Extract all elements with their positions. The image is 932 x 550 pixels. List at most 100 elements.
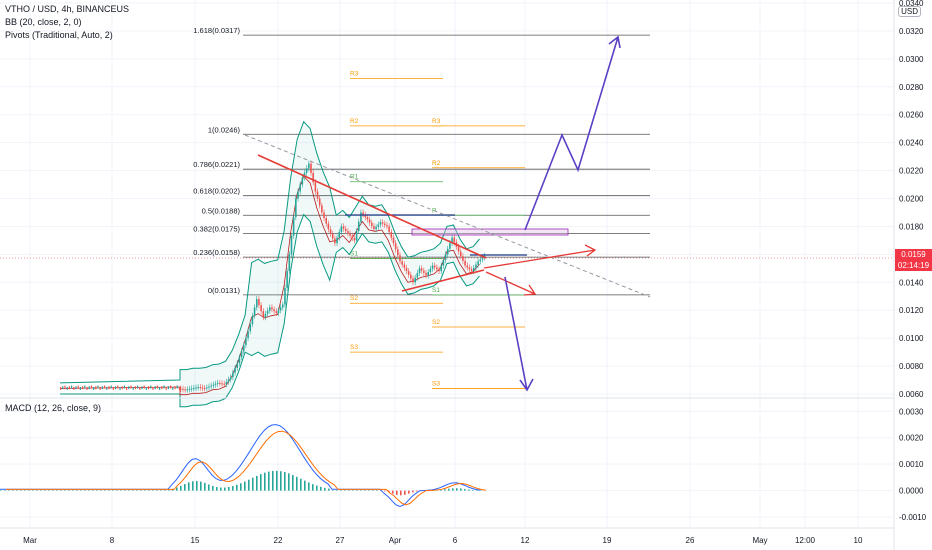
candle-body xyxy=(314,182,317,192)
candle-body xyxy=(349,233,351,236)
macd-histogram-bar xyxy=(0,490,2,491)
candle xyxy=(115,386,117,390)
macd-histogram-bar xyxy=(236,484,238,491)
candle-body xyxy=(444,254,447,260)
pivot-label: S3 xyxy=(350,344,358,351)
time-tick-label: 6 xyxy=(453,536,458,545)
candle-body xyxy=(225,381,228,385)
time-axis[interactable]: Mar 8 15 22 27 Apr 6 12 19 26 May 12:00 10 xyxy=(0,527,894,545)
candle xyxy=(106,386,108,390)
candle xyxy=(139,386,141,390)
macd-histogram-bar xyxy=(76,490,78,491)
candle-body xyxy=(219,382,221,384)
candle-body xyxy=(366,217,369,220)
candle xyxy=(132,386,134,390)
pivots-legend[interactable]: Pivots (Traditional, Auto, 2) xyxy=(5,30,113,40)
time-tick-label: 26 xyxy=(686,536,695,545)
macd-histogram-bar xyxy=(284,472,286,491)
candle-body xyxy=(401,261,403,265)
candle-body xyxy=(268,307,271,311)
candle xyxy=(165,386,167,390)
macd-histogram-bar xyxy=(60,490,62,491)
bearish-projection xyxy=(504,276,534,392)
candle-body xyxy=(229,377,232,380)
macd-histogram-bar xyxy=(300,478,302,491)
pivot-label: R3 xyxy=(350,70,359,77)
candle xyxy=(148,386,150,390)
price-tick-label: 0.0060 xyxy=(899,390,924,399)
time-tick-label: 22 xyxy=(274,536,283,545)
candle-body xyxy=(249,324,252,332)
price-tick-label: 0.0140 xyxy=(899,278,924,287)
pivot-label: S1 xyxy=(432,287,440,294)
candle-body xyxy=(381,222,384,224)
candle-body xyxy=(427,272,430,276)
pivot-label: S3 xyxy=(432,380,440,387)
candle xyxy=(112,386,114,390)
macd-axis[interactable]: -0.0010 0.0000 0.0010 0.0020 0.0030 xyxy=(899,407,927,522)
candle-body xyxy=(431,265,434,269)
candle-body xyxy=(407,271,410,275)
macd-histogram-bar xyxy=(312,484,314,491)
candle-body xyxy=(392,237,395,244)
macd-histogram-bar xyxy=(8,490,10,491)
candle-body xyxy=(299,184,301,192)
candle-body xyxy=(462,256,464,261)
candle-body xyxy=(206,387,208,389)
macd-histogram-bar xyxy=(280,471,282,491)
price-axis[interactable]: 0.00600.00800.01000.01200.01400.01600.01… xyxy=(893,0,924,550)
macd-histogram-bar xyxy=(320,486,322,491)
macd-histogram-bar xyxy=(132,490,134,491)
candle-body xyxy=(221,383,223,385)
candle-body xyxy=(338,232,341,238)
price-tick-label: 0.0200 xyxy=(899,195,924,204)
candle xyxy=(145,386,147,390)
macd-histogram-bar xyxy=(268,471,270,491)
candlesticks xyxy=(60,160,486,393)
candle-body xyxy=(360,212,362,222)
candle-body xyxy=(275,311,278,314)
macd-histogram-bar xyxy=(116,490,118,491)
candle-body xyxy=(357,221,360,232)
candle xyxy=(159,386,161,390)
candle-body xyxy=(321,205,323,213)
macd-tick-label: 0.0020 xyxy=(899,434,924,443)
price-tick-label: 0.0080 xyxy=(899,362,924,371)
pivot-label: R2 xyxy=(432,160,441,167)
candle xyxy=(64,385,66,389)
bb-legend[interactable]: BB (20, close, 2, 0) xyxy=(5,17,82,27)
macd-histogram-bar xyxy=(32,490,34,491)
price-tick-label: 0.0220 xyxy=(899,167,924,176)
macd-histogram-bar xyxy=(20,490,22,491)
macd-histogram-bar xyxy=(28,490,30,491)
candle xyxy=(88,386,90,390)
macd-histogram-bar xyxy=(248,479,250,491)
macd-histogram-bar xyxy=(344,490,346,491)
candle-body xyxy=(212,384,215,386)
macd-histogram-bar xyxy=(220,487,222,491)
candle-body xyxy=(325,218,328,224)
candle xyxy=(90,385,92,389)
bollinger-basis xyxy=(59,175,480,396)
candle-body xyxy=(436,267,438,270)
currency-label[interactable]: USD xyxy=(898,6,921,17)
candle-body xyxy=(262,311,265,318)
candle xyxy=(176,385,178,389)
candle xyxy=(86,386,88,390)
candle xyxy=(82,386,84,390)
macd-histogram-bar xyxy=(124,490,126,491)
candle-body xyxy=(440,265,443,272)
candle-body xyxy=(297,191,299,199)
candle-body xyxy=(234,367,236,373)
macd-histogram-bar xyxy=(384,490,386,492)
candle xyxy=(161,386,163,390)
candle xyxy=(71,385,73,389)
macd-histogram-bar xyxy=(96,490,98,491)
candle-body xyxy=(336,237,338,244)
symbol-legend[interactable]: VTHO / USD, 4h, BINANCEUS xyxy=(5,4,130,14)
macd-histogram-bar xyxy=(360,490,362,491)
macd-legend[interactable]: MACD (12, 26, close, 9) xyxy=(5,403,102,413)
candle-body xyxy=(386,225,388,227)
bollinger-band-fill xyxy=(180,121,480,407)
